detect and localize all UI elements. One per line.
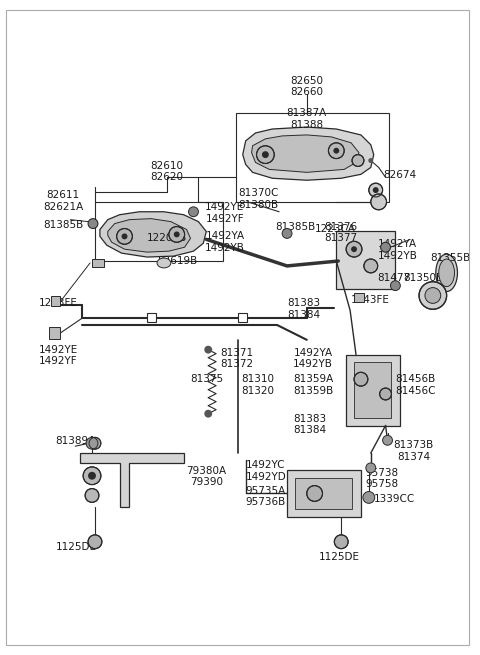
Bar — [236, 113, 388, 202]
Text: 1492YA
1492YB: 1492YA 1492YB — [293, 348, 333, 369]
Text: 1492YA
1492YB: 1492YA 1492YB — [205, 231, 245, 253]
Text: 81359A
81359B: 81359A 81359B — [293, 374, 333, 396]
Bar — [287, 470, 361, 517]
Ellipse shape — [436, 254, 457, 291]
Text: 81385B: 81385B — [43, 219, 83, 230]
Text: 82619B: 82619B — [157, 256, 197, 266]
Polygon shape — [100, 212, 206, 257]
Circle shape — [368, 158, 373, 163]
Bar — [48, 327, 60, 339]
Circle shape — [366, 463, 376, 473]
Circle shape — [83, 467, 101, 485]
Circle shape — [88, 535, 102, 549]
Polygon shape — [108, 219, 191, 252]
Circle shape — [88, 472, 96, 479]
Circle shape — [369, 183, 383, 197]
Text: 81385B: 81385B — [275, 221, 315, 232]
Text: 82674: 82674 — [384, 170, 417, 180]
Circle shape — [383, 436, 393, 445]
Text: 1492YC
1492YD: 1492YC 1492YD — [246, 460, 287, 481]
Circle shape — [351, 246, 357, 252]
Circle shape — [333, 148, 339, 154]
Text: 81383
81384: 81383 81384 — [287, 299, 320, 320]
Text: 81350B: 81350B — [403, 273, 444, 283]
Bar — [51, 297, 60, 307]
Circle shape — [307, 485, 323, 501]
Circle shape — [381, 242, 391, 252]
Text: 81355B: 81355B — [430, 253, 470, 263]
Polygon shape — [243, 127, 374, 180]
Text: 1220AS: 1220AS — [147, 233, 187, 244]
Text: 1223CA: 1223CA — [314, 223, 356, 234]
Bar — [147, 313, 156, 322]
Bar — [346, 354, 400, 426]
Circle shape — [204, 410, 212, 418]
Text: 1339CC: 1339CC — [374, 495, 415, 504]
Circle shape — [262, 151, 269, 158]
Text: 82610
82620: 82610 82620 — [150, 160, 183, 182]
Circle shape — [189, 207, 198, 217]
Text: 95738
95758: 95738 95758 — [366, 468, 399, 489]
Circle shape — [363, 491, 375, 503]
Bar — [354, 362, 392, 418]
Text: 82650
82660: 82650 82660 — [290, 76, 323, 98]
Text: 81456B
81456C: 81456B 81456C — [396, 374, 436, 396]
Bar — [354, 293, 364, 303]
Text: 1243FE: 1243FE — [39, 299, 78, 309]
Circle shape — [174, 231, 180, 237]
Text: 82611
82621A: 82611 82621A — [43, 190, 83, 212]
Text: 81375: 81375 — [191, 374, 224, 384]
Text: 1125DE: 1125DE — [319, 552, 360, 561]
Text: 95735A
95736B: 95735A 95736B — [246, 485, 286, 507]
Circle shape — [352, 155, 364, 166]
Text: 81371
81372: 81371 81372 — [220, 348, 253, 369]
Bar — [92, 259, 104, 267]
Circle shape — [419, 282, 446, 309]
Text: 81387A
81388: 81387A 81388 — [287, 108, 327, 130]
Bar — [95, 202, 223, 261]
Text: 81389A: 81389A — [56, 436, 96, 446]
Text: 81373B
81374: 81373B 81374 — [394, 440, 434, 462]
Polygon shape — [80, 453, 184, 507]
Bar — [336, 231, 396, 289]
Text: 81477: 81477 — [378, 273, 411, 283]
Ellipse shape — [439, 259, 455, 287]
Circle shape — [282, 229, 292, 238]
Circle shape — [256, 146, 274, 164]
Text: 1125DE: 1125DE — [56, 542, 96, 552]
Text: 79380A
79390: 79380A 79390 — [187, 466, 227, 487]
Text: 81376
81377: 81376 81377 — [324, 221, 358, 243]
Circle shape — [89, 438, 101, 449]
Circle shape — [86, 438, 98, 449]
Text: 81370C
81380B: 81370C 81380B — [238, 188, 278, 210]
Circle shape — [354, 372, 368, 386]
Circle shape — [391, 281, 400, 291]
Circle shape — [335, 535, 348, 549]
Circle shape — [364, 259, 378, 273]
Circle shape — [425, 288, 441, 303]
Circle shape — [380, 388, 392, 400]
Circle shape — [373, 187, 379, 193]
Circle shape — [169, 227, 185, 242]
Text: 1492YA
1492YB: 1492YA 1492YB — [378, 239, 418, 261]
Text: 1492YE
1492YF: 1492YE 1492YF — [205, 202, 244, 223]
Text: 1243FE: 1243FE — [351, 295, 390, 305]
Circle shape — [328, 143, 344, 159]
Text: 1492YE
1492YF: 1492YE 1492YF — [39, 345, 78, 366]
Bar — [238, 313, 247, 322]
Circle shape — [346, 241, 362, 257]
Circle shape — [204, 346, 212, 354]
Circle shape — [121, 233, 128, 239]
Polygon shape — [252, 135, 359, 172]
Circle shape — [88, 219, 98, 229]
Text: 81310
81320: 81310 81320 — [241, 374, 274, 396]
Circle shape — [117, 229, 132, 244]
Circle shape — [371, 194, 386, 210]
Circle shape — [85, 489, 99, 502]
Bar — [295, 477, 352, 509]
Text: 81383
81384: 81383 81384 — [293, 414, 326, 436]
Ellipse shape — [157, 258, 171, 268]
